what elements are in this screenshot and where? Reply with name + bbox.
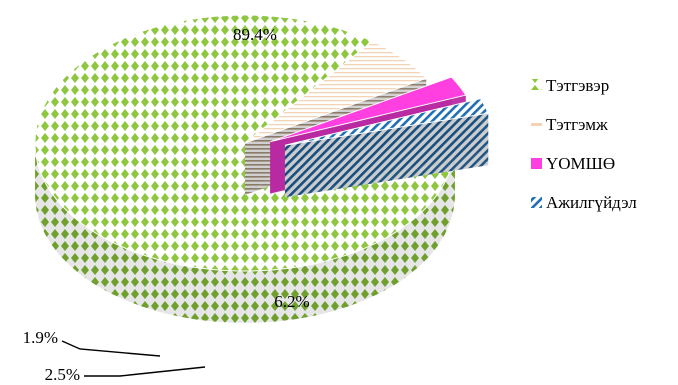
legend-swatch	[531, 158, 542, 169]
data-label-3: 2.5%	[45, 365, 80, 384]
legend-swatch	[531, 197, 542, 208]
legend-swatch	[531, 79, 542, 90]
legend-item-4: Ажилгүйдэл	[531, 193, 637, 212]
pie-slice-4	[284, 98, 489, 198]
leader-line-3	[84, 366, 206, 377]
legend-item-1: Тэтгэвэр	[531, 76, 609, 95]
data-label-4: 1.9%	[23, 328, 58, 347]
data-label-2: 6.2%	[274, 292, 309, 311]
pie-slices-group	[34, 14, 489, 323]
legend-item-3: ҮОМШӨ	[531, 154, 615, 173]
leader-line-4	[61, 340, 161, 357]
legend-label: Тэтгэвэр	[546, 76, 609, 95]
legend-label: Ажилгүйдэл	[546, 193, 637, 212]
data-labels-group: 89.4% 6.2% 2.5% 1.9%	[23, 25, 310, 384]
data-label-1: 89.4%	[233, 25, 277, 44]
legend: Тэтгэвэр Тэтгэмж ҮОМШӨ Ажилгүйдэл	[531, 76, 637, 212]
legend-label: ҮОМШӨ	[546, 154, 615, 173]
legend-item-2: Тэтгэмж	[531, 115, 608, 134]
legend-swatch	[531, 123, 542, 126]
legend-label: Тэтгэмж	[546, 115, 608, 134]
